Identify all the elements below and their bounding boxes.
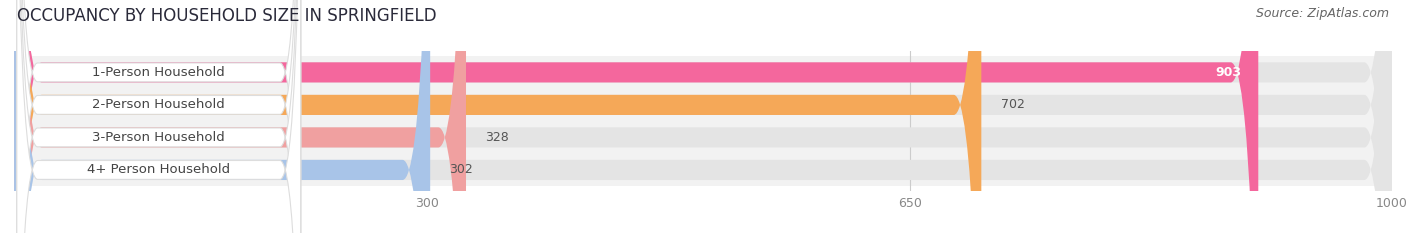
FancyBboxPatch shape [17, 0, 301, 233]
Bar [14, 56, 1392, 89]
Bar [14, 89, 1392, 121]
FancyBboxPatch shape [17, 0, 301, 233]
Text: 302: 302 [450, 163, 474, 176]
Text: 3-Person Household: 3-Person Household [93, 131, 225, 144]
FancyBboxPatch shape [17, 0, 301, 233]
FancyBboxPatch shape [14, 0, 1392, 233]
Bar [14, 154, 1392, 186]
FancyBboxPatch shape [14, 0, 1392, 233]
FancyBboxPatch shape [14, 0, 981, 233]
Bar [14, 121, 1392, 154]
FancyBboxPatch shape [14, 0, 1258, 233]
Text: 4+ Person Household: 4+ Person Household [87, 163, 231, 176]
Text: 702: 702 [1001, 98, 1025, 111]
FancyBboxPatch shape [17, 0, 301, 233]
Text: Source: ZipAtlas.com: Source: ZipAtlas.com [1256, 7, 1389, 20]
Text: 328: 328 [485, 131, 509, 144]
FancyBboxPatch shape [14, 0, 465, 233]
Text: 2-Person Household: 2-Person Household [93, 98, 225, 111]
Text: 903: 903 [1216, 66, 1241, 79]
Text: OCCUPANCY BY HOUSEHOLD SIZE IN SPRINGFIELD: OCCUPANCY BY HOUSEHOLD SIZE IN SPRINGFIE… [17, 7, 436, 25]
FancyBboxPatch shape [14, 0, 1392, 233]
FancyBboxPatch shape [14, 0, 1392, 233]
FancyBboxPatch shape [14, 0, 430, 233]
Text: 1-Person Household: 1-Person Household [93, 66, 225, 79]
